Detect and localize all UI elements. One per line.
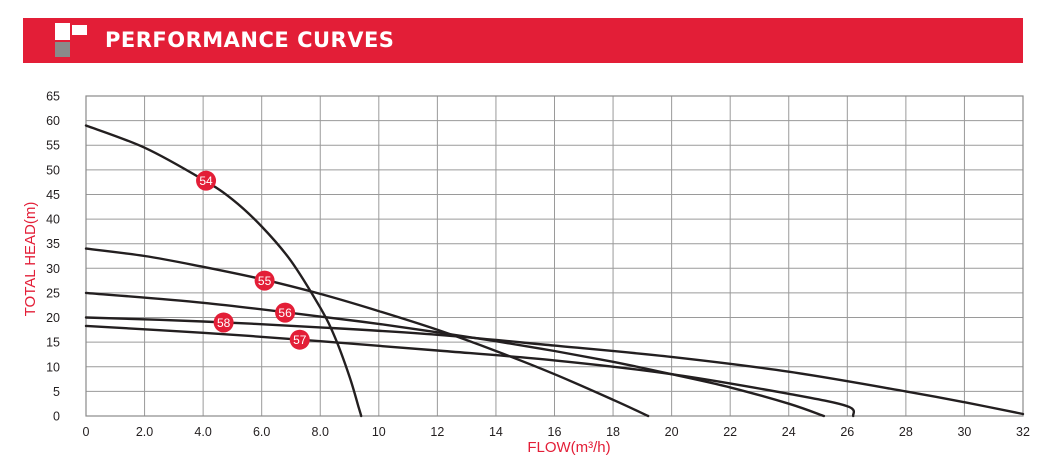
y-tick-label: 50 <box>46 163 60 177</box>
x-tick-label: 12 <box>430 425 444 439</box>
y-tick-label: 40 <box>46 213 60 227</box>
y-tick-label: 25 <box>46 286 60 300</box>
x-tick-label: 20 <box>665 425 679 439</box>
series-label-56: 56 <box>278 306 292 320</box>
x-tick-label: 0 <box>83 425 90 439</box>
series-line-54 <box>84 124 363 418</box>
y-tick-label: 65 <box>46 90 60 104</box>
series-line-55 <box>84 247 650 418</box>
y-tick-label: 55 <box>46 139 60 153</box>
plot-frame <box>85 95 1024 417</box>
logo-icon <box>55 23 89 57</box>
y-tick-label: 35 <box>46 237 60 251</box>
x-tick-label: 14 <box>489 425 503 439</box>
x-tick-label: 18 <box>606 425 620 439</box>
y-tick-label: 15 <box>46 336 60 350</box>
y-tick-label: 0 <box>53 410 60 424</box>
y-tick-label: 10 <box>46 360 60 374</box>
x-tick-label: 26 <box>840 425 854 439</box>
x-tick-label: 24 <box>782 425 796 439</box>
series-label-58: 58 <box>217 316 231 330</box>
series-marker-55 <box>254 270 275 291</box>
series-label-54: 54 <box>199 174 213 188</box>
x-tick-label: 10 <box>372 425 386 439</box>
y-tick-label: 5 <box>53 385 60 399</box>
chart-tick-labels: 0 2.0 4.0 6.0 8.0 10 12 14 16 18 20 22 24 26 28 30 32 0 5 1… <box>46 90 1030 440</box>
y-tick-label: 30 <box>46 262 60 276</box>
x-tick-label: 4.0 <box>194 425 211 439</box>
chart-grid <box>85 95 1024 417</box>
x-tick-label: 30 <box>957 425 971 439</box>
header-banner: PERFORMANCE CURVES <box>23 18 1023 63</box>
y-tick-label: 20 <box>46 311 60 325</box>
page-title: PERFORMANCE CURVES <box>105 28 395 52</box>
series-line-57 <box>84 324 856 418</box>
x-tick-label: 16 <box>548 425 562 439</box>
x-tick-label: 6.0 <box>253 425 270 439</box>
series-marker-57 <box>289 329 310 350</box>
x-tick-label: 8.0 <box>312 425 329 439</box>
series-label-57: 57 <box>293 333 307 347</box>
series-line-58 <box>84 316 1025 416</box>
series-marker-56 <box>275 302 296 323</box>
x-tick-label: 32 <box>1016 425 1030 439</box>
series-marker-54 <box>196 170 217 191</box>
x-tick-label: 2.0 <box>136 425 153 439</box>
y-tick-label: 45 <box>46 188 60 202</box>
x-axis-label: FLOW(m³/h) <box>527 439 610 456</box>
y-tick-label: 60 <box>46 114 60 128</box>
chart-series <box>84 124 1025 418</box>
y-axis-label: TOTAL HEAD(m) <box>22 202 39 317</box>
series-label-55: 55 <box>258 274 272 288</box>
x-tick-label: 28 <box>899 425 913 439</box>
x-tick-label: 22 <box>723 425 737 439</box>
series-line-56 <box>84 291 826 418</box>
series-marker-58 <box>213 312 234 333</box>
